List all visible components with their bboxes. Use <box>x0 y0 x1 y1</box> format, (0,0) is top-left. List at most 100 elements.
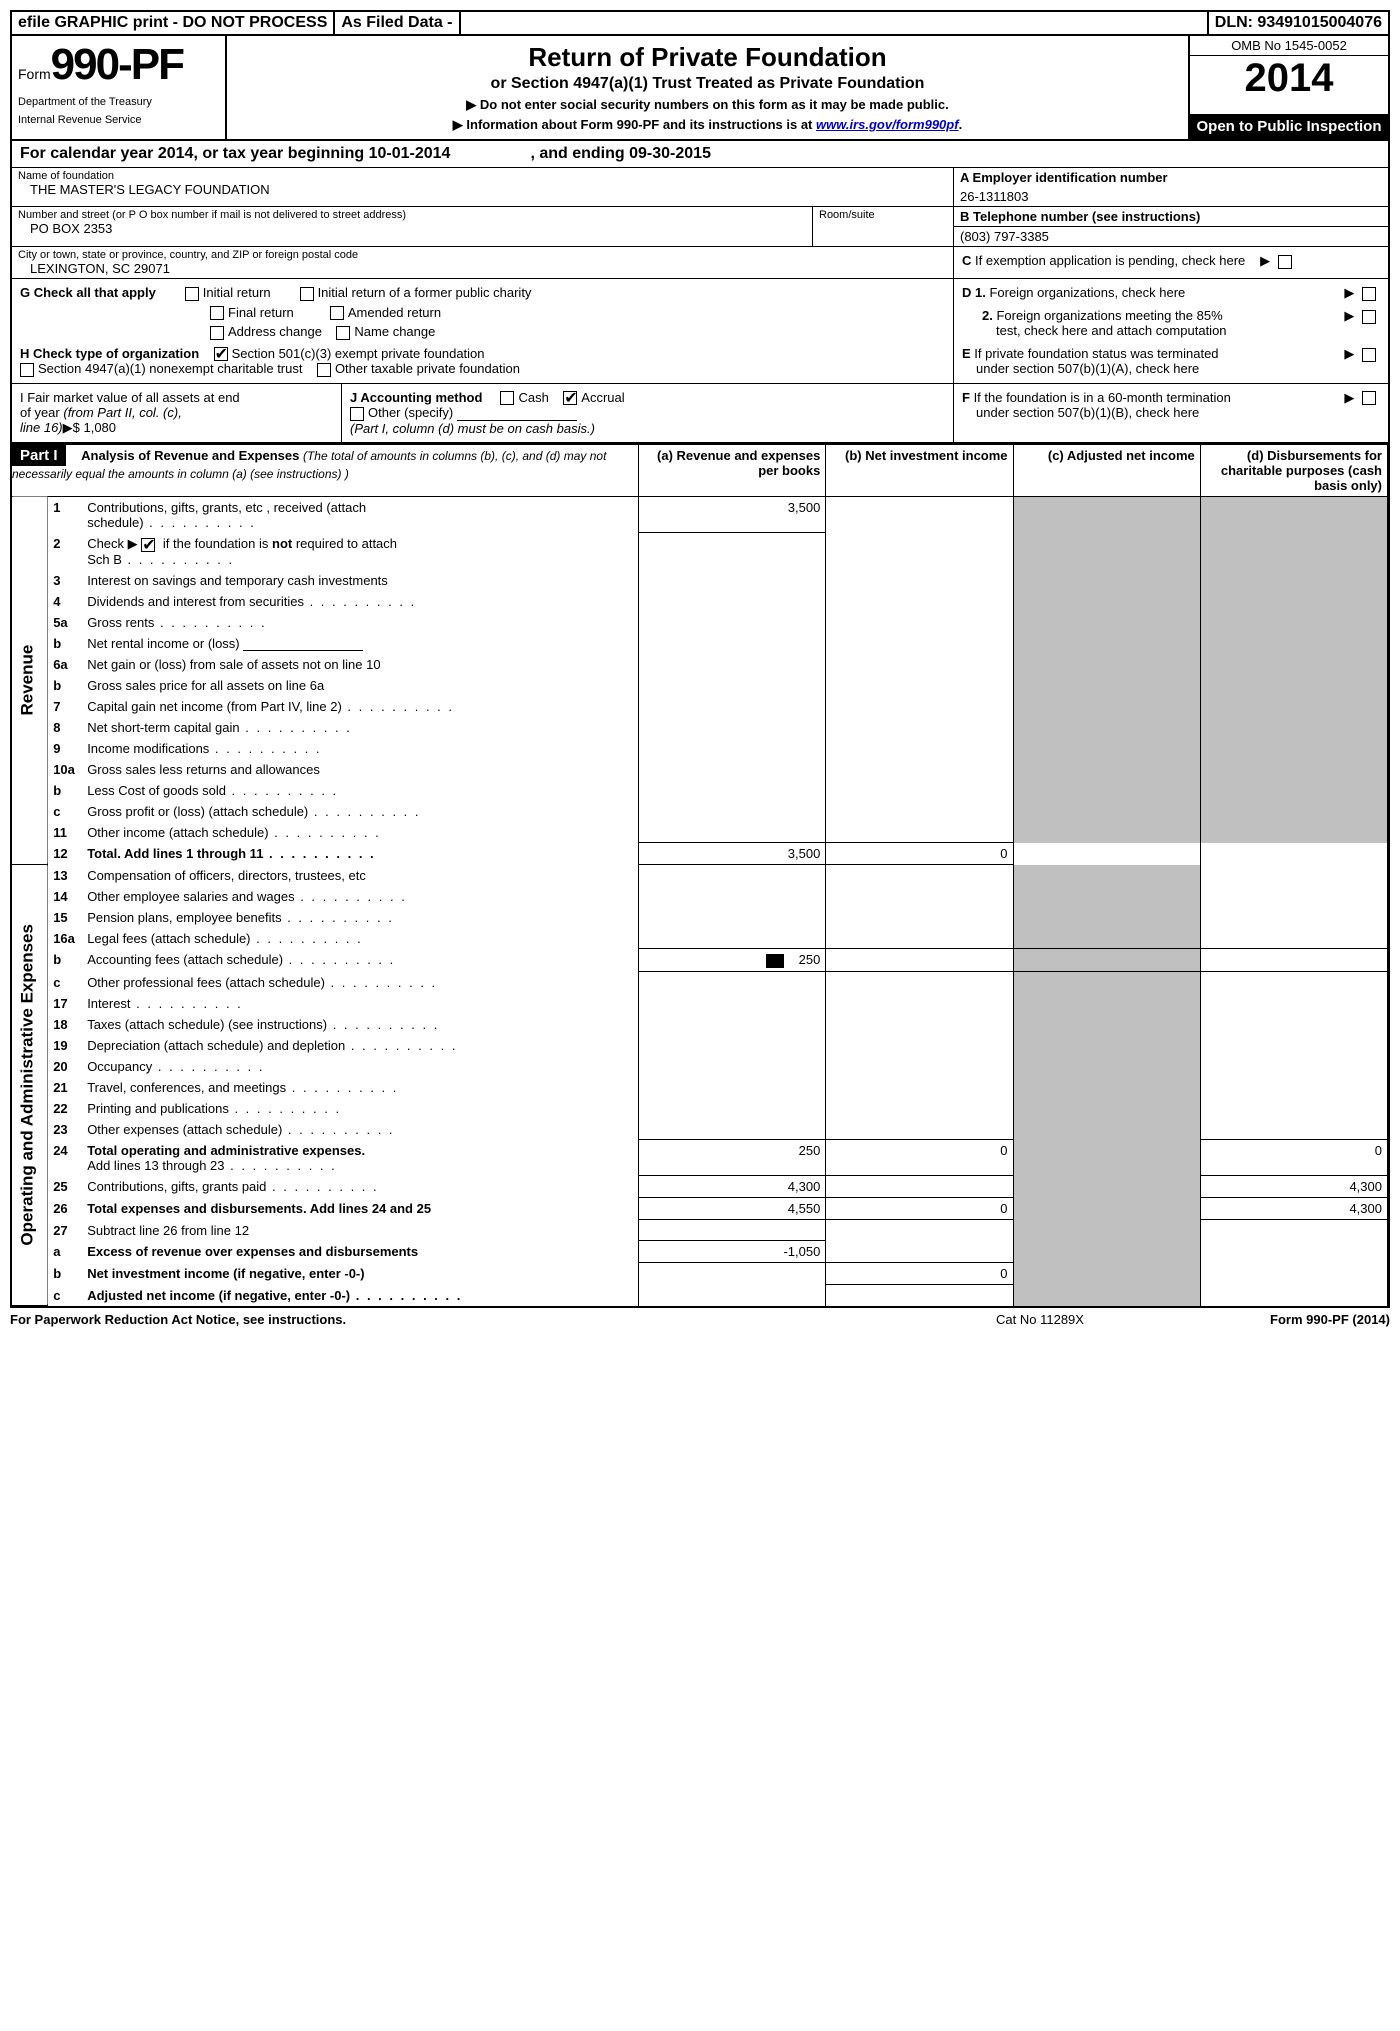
table-row: 25Contributions, gifts, grants paid4,300… <box>12 1176 1388 1198</box>
cell-d <box>1200 591 1387 612</box>
chk-d2[interactable] <box>1362 310 1376 324</box>
cell-c <box>1013 612 1200 633</box>
cell-a <box>639 1014 826 1035</box>
cell-d <box>1200 1241 1387 1263</box>
i-line-b: of year (from Part II, col. (c), <box>20 405 333 420</box>
cell-b <box>826 801 1013 822</box>
foundation-name: THE MASTER'S LEGACY FOUNDATION <box>18 182 947 197</box>
table-row: 3Interest on savings and temporary cash … <box>12 570 1388 591</box>
cell-a <box>639 1220 826 1241</box>
title-note-2: ▶ Information about Form 990-PF and its … <box>233 117 1182 133</box>
cell-b <box>826 612 1013 633</box>
table-row: 15Pension plans, employee benefits <box>12 907 1388 928</box>
cell-c <box>1013 675 1200 696</box>
cell-b <box>826 1098 1013 1119</box>
cell-d <box>1200 759 1387 780</box>
cell-a <box>639 675 826 696</box>
chk-d1[interactable] <box>1362 287 1376 301</box>
cell-c <box>1013 949 1200 972</box>
chk-501c3[interactable] <box>214 347 228 361</box>
opt-addr: Address change <box>228 324 322 339</box>
j-cash: Cash <box>518 390 548 405</box>
chk-accrual[interactable] <box>563 391 577 405</box>
chk-final[interactable] <box>210 306 224 320</box>
chk-schb[interactable] <box>141 538 155 552</box>
chk-other-acct[interactable] <box>350 407 364 421</box>
cell-a <box>639 591 826 612</box>
cell-c <box>1013 1098 1200 1119</box>
row-desc: 7Capital gain net income (from Part IV, … <box>48 696 639 717</box>
table-row: 14Other employee salaries and wages <box>12 886 1388 907</box>
part1-title: Analysis of Revenue and Expenses <box>81 448 299 463</box>
cell-d <box>1200 1263 1387 1285</box>
cell-b <box>826 533 1013 570</box>
cell-a <box>639 759 826 780</box>
cell-a <box>639 1077 826 1098</box>
chk-f[interactable] <box>1362 391 1376 405</box>
opt-amended: Amended return <box>348 305 441 320</box>
d2b-label: test, check here and attach computation <box>982 323 1227 338</box>
cell-d <box>1200 1119 1387 1140</box>
cell-c <box>1013 1056 1200 1077</box>
i-line-a: I Fair market value of all assets at end <box>20 390 333 405</box>
irs-link[interactable]: www.irs.gov/form990pf <box>816 117 959 132</box>
attach-icon[interactable] <box>766 954 784 968</box>
table-row: 27Subtract line 26 from line 12 <box>12 1220 1388 1241</box>
cell-d <box>1200 696 1387 717</box>
chk-initial-return[interactable] <box>185 287 199 301</box>
form-id-box: Form990-PF Department of the Treasury In… <box>12 36 227 139</box>
cell-d <box>1200 865 1387 886</box>
cell-d <box>1200 1220 1387 1241</box>
j-label: J Accounting method <box>350 390 482 405</box>
row-desc: cOther professional fees (attach schedul… <box>48 972 639 993</box>
cell-d: 0 <box>1200 1140 1387 1176</box>
row-desc: 19Depreciation (attach schedule) and dep… <box>48 1035 639 1056</box>
cell-a <box>639 570 826 591</box>
table-row: 18Taxes (attach schedule) (see instructi… <box>12 1014 1388 1035</box>
cell-b <box>826 1056 1013 1077</box>
table-row: 9Income modifications <box>12 738 1388 759</box>
row-desc: 16aLegal fees (attach schedule) <box>48 928 639 949</box>
cell-b <box>826 928 1013 949</box>
i-line-c: line 16)▶$ 1,080 <box>20 420 333 436</box>
arrow-f: ▶ <box>1344 390 1354 406</box>
table-row: 8Net short-term capital gain <box>12 717 1388 738</box>
chk-cash[interactable] <box>500 391 514 405</box>
title-main: Return of Private Foundation <box>233 42 1182 73</box>
table-row: 11Other income (attach schedule) <box>12 822 1388 843</box>
cell-d <box>1200 907 1387 928</box>
side-revenue: Revenue <box>12 496 48 865</box>
cell-b <box>826 591 1013 612</box>
j-accrual: Accrual <box>581 390 624 405</box>
chk-initial-former[interactable] <box>300 287 314 301</box>
chk-addr-change[interactable] <box>210 326 224 340</box>
chk-amended[interactable] <box>330 306 344 320</box>
chk-name-change[interactable] <box>336 326 350 340</box>
cell-b: 0 <box>826 843 1013 865</box>
chk-other-taxable[interactable] <box>317 363 331 377</box>
cell-b <box>826 1035 1013 1056</box>
cell-a <box>639 1263 826 1285</box>
info-name-ein: Name of foundation THE MASTER'S LEGACY F… <box>12 168 1388 207</box>
footer-r-post: (2014) <box>1349 1312 1390 1327</box>
col-b-header: (b) Net investment income <box>826 444 1013 496</box>
row-desc: 10aGross sales less returns and allowanc… <box>48 759 639 780</box>
cell-a <box>639 993 826 1014</box>
g-label: G Check all that apply <box>20 285 156 300</box>
chk-4947[interactable] <box>20 363 34 377</box>
opt-initial: Initial return <box>203 285 271 300</box>
cell-c <box>1013 1220 1200 1241</box>
addr-value: PO BOX 2353 <box>18 221 806 236</box>
chk-e[interactable] <box>1362 348 1376 362</box>
cell-a: 250 <box>639 1140 826 1176</box>
table-row: Operating and Administrative Expenses13C… <box>12 865 1388 886</box>
form-990pf: efile GRAPHIC print - DO NOT PROCESS As … <box>10 10 1390 1308</box>
cell-a <box>639 972 826 993</box>
cell-d <box>1200 633 1387 654</box>
cell-c <box>1013 717 1200 738</box>
footer-r-bold: 990-PF <box>1306 1312 1349 1327</box>
c-checkbox[interactable] <box>1278 255 1292 269</box>
table-row: cOther professional fees (attach schedul… <box>12 972 1388 993</box>
cell-a <box>639 612 826 633</box>
cell-c <box>1013 759 1200 780</box>
